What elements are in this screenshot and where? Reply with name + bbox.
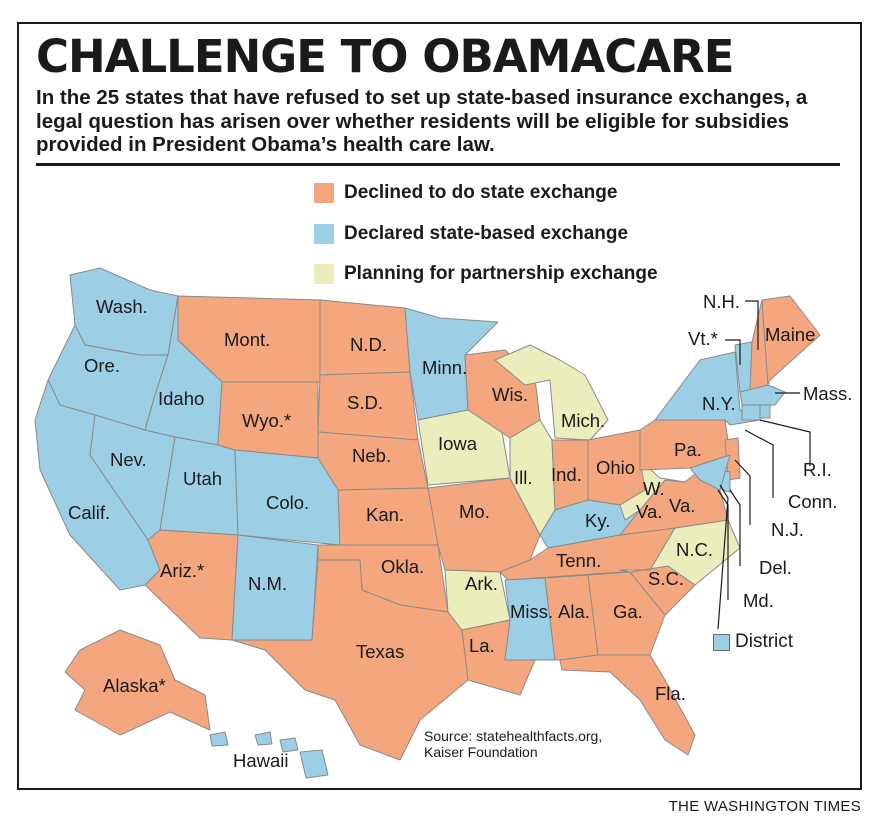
label-co: Colo. xyxy=(266,492,309,513)
label-ms: Miss. xyxy=(510,601,553,622)
source-line-1: Source: statehealthfacts.org, xyxy=(424,728,603,744)
label-il: Ill. xyxy=(514,467,533,488)
state-mi xyxy=(494,344,609,441)
legend-swatch-partnership xyxy=(314,264,334,284)
label-tn: Tenn. xyxy=(556,550,601,571)
publisher-credit: THE WASHINGTON TIMES xyxy=(668,798,861,815)
label-nc: N.C. xyxy=(676,539,713,560)
label-wa: Wash. xyxy=(96,296,148,317)
label-mt: Mont. xyxy=(224,329,270,350)
callout-de: Del. xyxy=(759,557,792,578)
label-fl: Fla. xyxy=(655,683,686,704)
label-sc: S.C. xyxy=(648,568,684,589)
label-or: Ore. xyxy=(84,355,120,376)
label-oh: Ohio xyxy=(596,457,635,478)
state-ga xyxy=(587,571,666,656)
state-fl xyxy=(559,654,696,756)
label-ny: N.Y. xyxy=(702,393,736,414)
callout-md: Md. xyxy=(743,590,774,611)
legend-label-declined: Declined to do state exchange xyxy=(344,182,618,203)
callout-ma: Mass. xyxy=(803,383,852,404)
state-ia xyxy=(417,409,511,486)
page-title: CHALLENGE TO OBAMACARE xyxy=(36,30,734,83)
label-sd: S.D. xyxy=(347,392,383,413)
label-tx: Texas xyxy=(356,641,404,662)
label-la: La. xyxy=(469,635,495,656)
label-ia: Iowa xyxy=(438,433,478,454)
label-wv-1: W. xyxy=(643,478,665,499)
label-ok: Okla. xyxy=(381,556,424,577)
legend-swatch-declined xyxy=(314,183,334,203)
label-id: Idaho xyxy=(158,388,204,409)
state-ri xyxy=(759,404,771,419)
label-ks: Kan. xyxy=(366,504,404,525)
state-me xyxy=(761,295,821,386)
label-ky: Ky. xyxy=(585,510,610,531)
state-md xyxy=(689,454,731,491)
legend-item-declined: Declined to do state exchange xyxy=(314,181,617,205)
label-wv-2: Va. xyxy=(636,501,662,522)
label-ar: Ark. xyxy=(465,573,498,594)
state-ma xyxy=(739,384,786,406)
source-note: Source: statehealthfacts.org, Kaiser Fou… xyxy=(424,728,602,760)
label-ga: Ga. xyxy=(613,601,643,622)
state-ct xyxy=(741,404,761,421)
state-ak xyxy=(64,629,211,736)
legend-item-state-based: Declared state-based exchange xyxy=(314,222,628,246)
label-pa: Pa. xyxy=(674,439,702,460)
label-nv: Nev. xyxy=(110,449,147,470)
state-tx xyxy=(231,559,469,761)
label-az: Ariz.* xyxy=(160,560,204,581)
label-nm: N.M. xyxy=(248,573,287,594)
label-in: Ind. xyxy=(551,464,582,485)
label-va: Va. xyxy=(669,495,695,516)
label-ak: Alaska* xyxy=(103,675,166,696)
label-mi: Mich. xyxy=(561,410,605,431)
label-ca: Calif. xyxy=(68,502,110,523)
state-az xyxy=(144,529,239,641)
callout-nj: N.J. xyxy=(771,519,804,540)
page-subtitle: In the 25 states that have refused to se… xyxy=(36,86,808,156)
state-hi-3 xyxy=(279,737,299,753)
legend-label-partnership: Planning for partnership exchange xyxy=(344,263,658,284)
district-label: District xyxy=(735,631,794,652)
label-nd: N.D. xyxy=(350,334,387,355)
title-divider xyxy=(36,163,840,166)
legend-item-partnership: Planning for partnership exchange xyxy=(314,262,658,286)
label-al: Ala. xyxy=(558,601,590,622)
label-mo: Mo. xyxy=(459,501,490,522)
label-mn: Minn. xyxy=(422,357,467,378)
state-hi-2 xyxy=(254,731,273,746)
callout-ct: Conn. xyxy=(788,491,837,512)
callout-vt: Vt.* xyxy=(688,328,718,349)
source-line-2: Kaiser Foundation xyxy=(424,744,538,760)
label-wi: Wis. xyxy=(492,384,528,405)
state-hi-1 xyxy=(209,731,229,747)
callout-nh: N.H. xyxy=(703,291,740,312)
legend-swatch-state-based xyxy=(314,224,334,244)
label-wy: Wyo.* xyxy=(242,410,291,431)
state-wv xyxy=(619,459,686,521)
label-ut: Utah xyxy=(183,468,222,489)
district-key: District xyxy=(713,631,793,653)
callout-ri: R.I. xyxy=(803,459,832,480)
district-swatch xyxy=(713,633,730,651)
legend-label-state-based: Declared state-based exchange xyxy=(344,223,629,244)
label-hi: Hawaii xyxy=(233,750,289,771)
state-hi-4 xyxy=(299,749,329,779)
label-me: Maine xyxy=(765,324,815,345)
label-ne: Neb. xyxy=(352,445,391,466)
